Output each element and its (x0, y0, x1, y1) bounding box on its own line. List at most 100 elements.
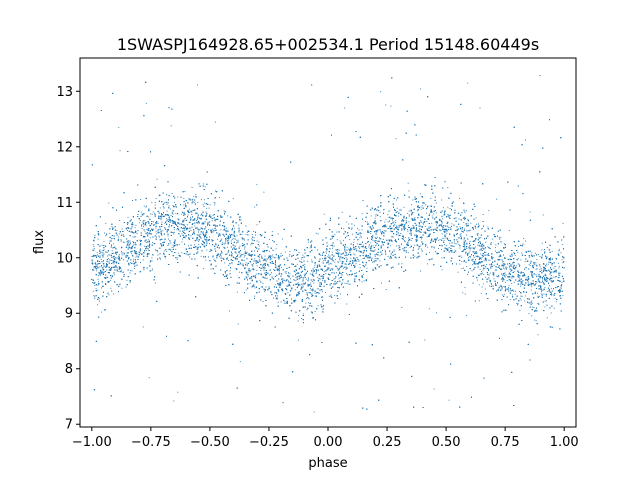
data-point (333, 278, 335, 280)
data-point (207, 228, 209, 230)
data-point (541, 256, 543, 258)
data-point (207, 224, 208, 226)
data-point (118, 127, 120, 129)
data-point (227, 215, 229, 217)
data-point (431, 239, 433, 241)
data-point (246, 232, 248, 234)
data-point (408, 210, 410, 212)
data-point (507, 287, 509, 288)
data-point (176, 258, 178, 260)
data-point (253, 231, 254, 232)
data-point (359, 264, 361, 265)
data-point (198, 240, 200, 242)
data-point (120, 269, 122, 271)
data-point (403, 206, 405, 208)
data-point (330, 294, 332, 296)
data-point (145, 102, 147, 104)
data-point (416, 210, 418, 212)
chart-title: 1SWASPJ164928.65+002534.1 Period 15148.6… (117, 35, 539, 54)
data-point (104, 232, 105, 234)
data-point (240, 263, 242, 265)
data-point (546, 247, 548, 248)
data-point (233, 234, 235, 236)
data-point (298, 285, 299, 287)
data-point (181, 252, 183, 254)
data-point (407, 230, 409, 232)
data-point (231, 253, 233, 255)
data-point (133, 263, 135, 265)
data-point (517, 277, 519, 278)
data-point (374, 255, 376, 257)
data-point (113, 274, 115, 276)
data-point (254, 250, 255, 252)
data-point (258, 245, 260, 247)
data-point (465, 210, 467, 212)
data-point (426, 246, 428, 248)
data-point (509, 265, 511, 267)
data-point (252, 265, 254, 267)
data-point (129, 244, 131, 246)
data-point (101, 287, 103, 289)
data-point (525, 258, 527, 260)
data-point (325, 252, 327, 254)
data-point (516, 303, 518, 304)
data-point (335, 249, 337, 251)
data-point (231, 238, 233, 240)
data-point (210, 216, 212, 217)
data-point (134, 261, 136, 263)
data-point (173, 400, 175, 402)
data-point (166, 210, 168, 212)
data-point (561, 275, 563, 277)
data-point (272, 240, 274, 241)
data-point (380, 91, 382, 93)
data-point (495, 247, 496, 249)
data-point (544, 275, 546, 277)
data-point (439, 239, 441, 241)
data-point (200, 214, 202, 216)
data-point (387, 221, 389, 223)
data-point (200, 198, 202, 200)
data-point (297, 339, 299, 341)
data-point (447, 187, 449, 188)
data-point (164, 228, 166, 230)
data-point (356, 260, 358, 262)
data-point (544, 286, 546, 288)
data-point (561, 281, 563, 283)
data-point (460, 255, 462, 257)
data-point (210, 268, 212, 270)
data-point (483, 259, 485, 261)
data-point (388, 257, 390, 259)
data-point (442, 218, 444, 220)
data-point (398, 235, 400, 237)
data-point (376, 236, 378, 238)
data-point (500, 255, 502, 257)
data-point (379, 216, 381, 218)
data-point (236, 242, 238, 244)
data-point (93, 282, 95, 284)
data-point (281, 238, 283, 240)
data-point (352, 248, 354, 250)
data-point (211, 239, 213, 240)
data-point (253, 263, 254, 265)
data-point (527, 282, 529, 284)
data-point (420, 206, 422, 208)
data-point (483, 244, 485, 246)
data-point (322, 279, 324, 281)
data-point (470, 222, 472, 224)
data-point (228, 250, 230, 251)
data-point (263, 191, 265, 193)
data-point (147, 248, 149, 250)
data-point (337, 251, 339, 253)
data-point (345, 263, 347, 265)
data-point (294, 266, 296, 268)
data-point (168, 205, 170, 207)
data-point (513, 265, 515, 267)
data-point (209, 236, 210, 238)
data-point (236, 239, 238, 241)
data-point (530, 289, 532, 291)
data-point (108, 260, 110, 262)
data-point (105, 222, 107, 224)
data-point (513, 281, 515, 283)
data-point (224, 228, 226, 230)
data-point (541, 291, 542, 293)
